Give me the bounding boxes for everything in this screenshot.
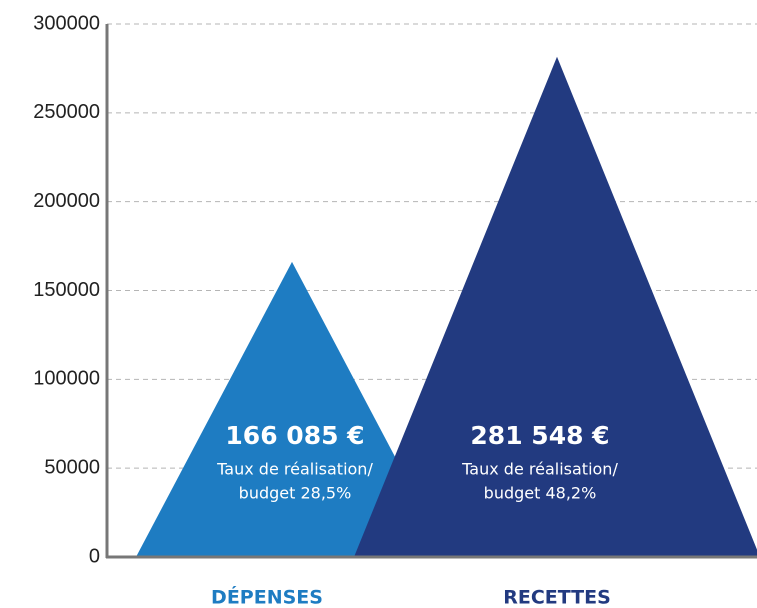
sub-label: budget 48,2% — [484, 484, 597, 503]
triangle-bar — [136, 261, 448, 557]
y-tick-label: 0 — [89, 545, 100, 567]
value-label: 166 085 € — [225, 421, 364, 450]
x-tick-label: DÉPENSES — [211, 586, 323, 608]
value-label: 281 548 € — [470, 421, 609, 450]
y-tick-label: 300000 — [33, 12, 100, 34]
y-tick-label: 100000 — [33, 368, 100, 390]
y-tick-label: 200000 — [33, 190, 100, 212]
sub-label: budget 28,5% — [239, 484, 352, 503]
y-tick-label: 50000 — [44, 456, 100, 478]
sub-label: Taux de réalisation/ — [216, 460, 373, 479]
triangle-bar — [354, 56, 757, 557]
y-tick-label: 250000 — [33, 101, 100, 123]
sub-label: Taux de réalisation/ — [461, 460, 618, 479]
y-tick-label: 150000 — [33, 279, 100, 301]
x-tick-label: RECETTES — [503, 587, 611, 608]
